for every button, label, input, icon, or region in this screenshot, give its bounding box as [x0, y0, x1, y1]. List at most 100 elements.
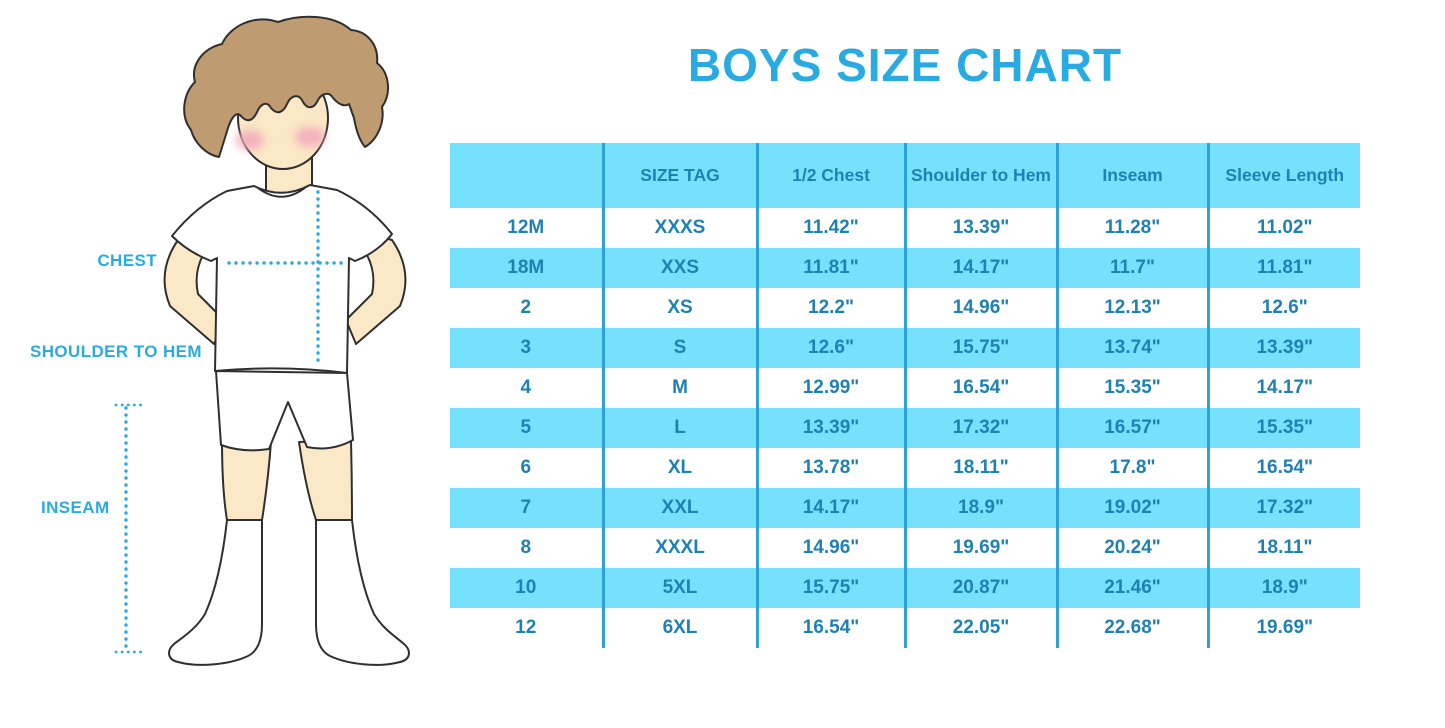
- cell-12-col3: 22.05": [903, 608, 1057, 648]
- cell-6-col2: 13.78": [755, 448, 905, 488]
- cell-4-col4: 15.35": [1055, 368, 1208, 408]
- boy-illustration: [114, 15, 410, 666]
- cell-7-col3: 18.9": [903, 488, 1057, 528]
- column-header-shoulder-to-hem: Shoulder to Hem: [903, 143, 1057, 208]
- size-chart-table: SIZE TAG 1/2 Chest Shoulder to Hem Inseam Sl…: [450, 143, 1360, 648]
- cell-10-col3: 20.87": [903, 568, 1057, 608]
- cell-7-col4: 19.02": [1055, 488, 1208, 528]
- size-table-body: 12M XXXS 11.42" 13.39" 11.28" 11.02" 18M XXS 11.…: [450, 208, 1360, 648]
- cell-2-col3: 14.96": [903, 288, 1057, 328]
- cell-12m-col1: XXXS: [601, 208, 757, 248]
- cell-2-col1: XS: [601, 288, 757, 328]
- boy-legs: [221, 439, 353, 521]
- cell-18m-col0: 18M: [450, 248, 603, 288]
- cell-12m-col2: 11.42": [755, 208, 905, 248]
- size-row-2: 2 XS 12.2" 14.96" 12.13" 12.6": [450, 288, 1360, 328]
- cell-3-col0: 3: [450, 328, 603, 368]
- cell-8-col2: 14.96": [755, 528, 905, 568]
- boy-arms: [163, 229, 407, 345]
- header-row: SIZE TAG 1/2 Chest Shoulder to Hem Inseam Sl…: [450, 143, 1360, 208]
- measurement-guides: [114, 190, 346, 654]
- boy-measurement-figure: CHEST SHOULDER TO HEM INSEAM: [0, 0, 450, 723]
- cell-18m-col1: XXS: [601, 248, 757, 288]
- size-row-5: 5 L 13.39" 17.32" 16.57" 15.35": [450, 408, 1360, 448]
- cell-4-col3: 16.54": [903, 368, 1057, 408]
- size-row-8: 8 XXXL 14.96" 19.69" 20.24" 18.11": [450, 528, 1360, 568]
- cell-8-col3: 19.69": [903, 528, 1057, 568]
- cell-6-col0: 6: [520, 457, 532, 478]
- page-title: BOYS SIZE CHART: [687, 39, 1123, 91]
- cell-10-col2: 15.75": [755, 568, 905, 608]
- boy-shirt: [171, 184, 393, 374]
- cell-18m-col4: 11.7": [1055, 248, 1208, 288]
- cell-5-col4: 16.57": [1055, 408, 1208, 448]
- boy-cheeks: [236, 127, 325, 150]
- cell-12-col1: 6XL: [601, 608, 757, 648]
- inseam-label: INSEAM: [41, 498, 110, 517]
- cell-6-col5: 16.54": [1206, 448, 1360, 488]
- cell-8-col4: 20.24": [1055, 528, 1208, 568]
- chest-label: CHEST: [97, 251, 157, 270]
- boy-shorts: [215, 370, 354, 452]
- shoulder-to-hem-label: SHOULDER TO HEM: [30, 342, 202, 361]
- cell-12m-col4: 11.28": [1055, 208, 1208, 248]
- cell-12-col5: 19.69": [1206, 608, 1360, 648]
- cell-10-col5: 18.9": [1206, 568, 1360, 608]
- size-row-12: 12 6XL 16.54" 22.05" 22.68" 19.69": [450, 608, 1360, 648]
- cell-7-col0: 7: [450, 488, 603, 528]
- cell-4-col2: 12.99": [755, 368, 905, 408]
- cell-8-col1: XXXL: [601, 528, 757, 568]
- size-chart-table-wrap: SIZE TAG 1/2 Chest Shoulder to Hem Inseam Sl…: [450, 143, 1360, 648]
- cell-2-col2: 12.2": [755, 288, 905, 328]
- cell-12m-col5: 11.02": [1206, 208, 1360, 248]
- size-row-12m: 12M XXXS 11.42" 13.39" 11.28" 11.02": [450, 208, 1360, 248]
- cell-3-col1: S: [601, 328, 757, 368]
- cell-2-col0: 2: [520, 297, 532, 318]
- cell-2-col5: 12.6": [1206, 288, 1360, 328]
- cell-5-col5: 15.35": [1206, 408, 1360, 448]
- cell-8-col0: 8: [520, 537, 532, 558]
- cell-5-col2: 13.39": [755, 408, 905, 448]
- cell-4-col5: 14.17": [1206, 368, 1360, 408]
- cell-3-col3: 15.75": [903, 328, 1057, 368]
- cell-6-col1: XL: [601, 448, 757, 488]
- cell-4-col1: M: [601, 368, 757, 408]
- boy-socks: [168, 519, 410, 666]
- size-row-10: 10 5XL 15.75" 20.87" 21.46" 18.9": [450, 568, 1360, 608]
- cell-5-col0: 5: [450, 408, 603, 448]
- cell-5-col1: L: [601, 408, 757, 448]
- cell-5-col3: 17.32": [903, 408, 1057, 448]
- cell-2-col4: 12.13": [1055, 288, 1208, 328]
- cell-7-col1: XXL: [601, 488, 757, 528]
- cell-6-col4: 17.8": [1055, 448, 1208, 488]
- cell-12m-col3: 13.39": [903, 208, 1057, 248]
- cell-10-col0: 10: [450, 568, 603, 608]
- cell-12-col2: 16.54": [755, 608, 905, 648]
- size-row-7: 7 XXL 14.17" 18.9" 19.02" 17.32": [450, 488, 1360, 528]
- column-header-size-tag: SIZE TAG: [601, 143, 757, 208]
- size-row-4: 4 M 12.99" 16.54" 15.35" 14.17": [450, 368, 1360, 408]
- cell-8-col5: 18.11": [1206, 528, 1360, 568]
- size-row-6: 6 XL 13.78" 18.11" 17.8" 16.54": [450, 448, 1360, 488]
- column-header-1-2-chest: 1/2 Chest: [755, 143, 905, 208]
- cell-3-col2: 12.6": [755, 328, 905, 368]
- cell-18m-col2: 11.81": [755, 248, 905, 288]
- cell-10-col4: 21.46": [1055, 568, 1208, 608]
- column-header-size: [450, 143, 603, 208]
- cell-3-col5: 13.39": [1206, 328, 1360, 368]
- cell-7-col5: 17.32": [1206, 488, 1360, 528]
- cell-12-col0: 12: [515, 617, 537, 638]
- column-header-inseam: Inseam: [1055, 143, 1208, 208]
- cell-18m-col3: 14.17": [903, 248, 1057, 288]
- size-row-3: 3 S 12.6" 15.75" 13.74" 13.39": [450, 328, 1360, 368]
- boy-collar: [257, 186, 307, 198]
- size-row-18m: 18M XXS 11.81" 14.17" 11.7" 11.81": [450, 248, 1360, 288]
- size-table-header: SIZE TAG 1/2 Chest Shoulder to Hem Inseam Sl…: [450, 143, 1360, 208]
- cell-3-col4: 13.74": [1055, 328, 1208, 368]
- cell-12-col4: 22.68": [1055, 608, 1208, 648]
- boy-hair: [183, 15, 389, 158]
- cell-6-col3: 18.11": [903, 448, 1057, 488]
- cell-18m-col5: 11.81": [1206, 248, 1360, 288]
- cell-7-col2: 14.17": [755, 488, 905, 528]
- cell-12m-col0: 12M: [507, 217, 545, 238]
